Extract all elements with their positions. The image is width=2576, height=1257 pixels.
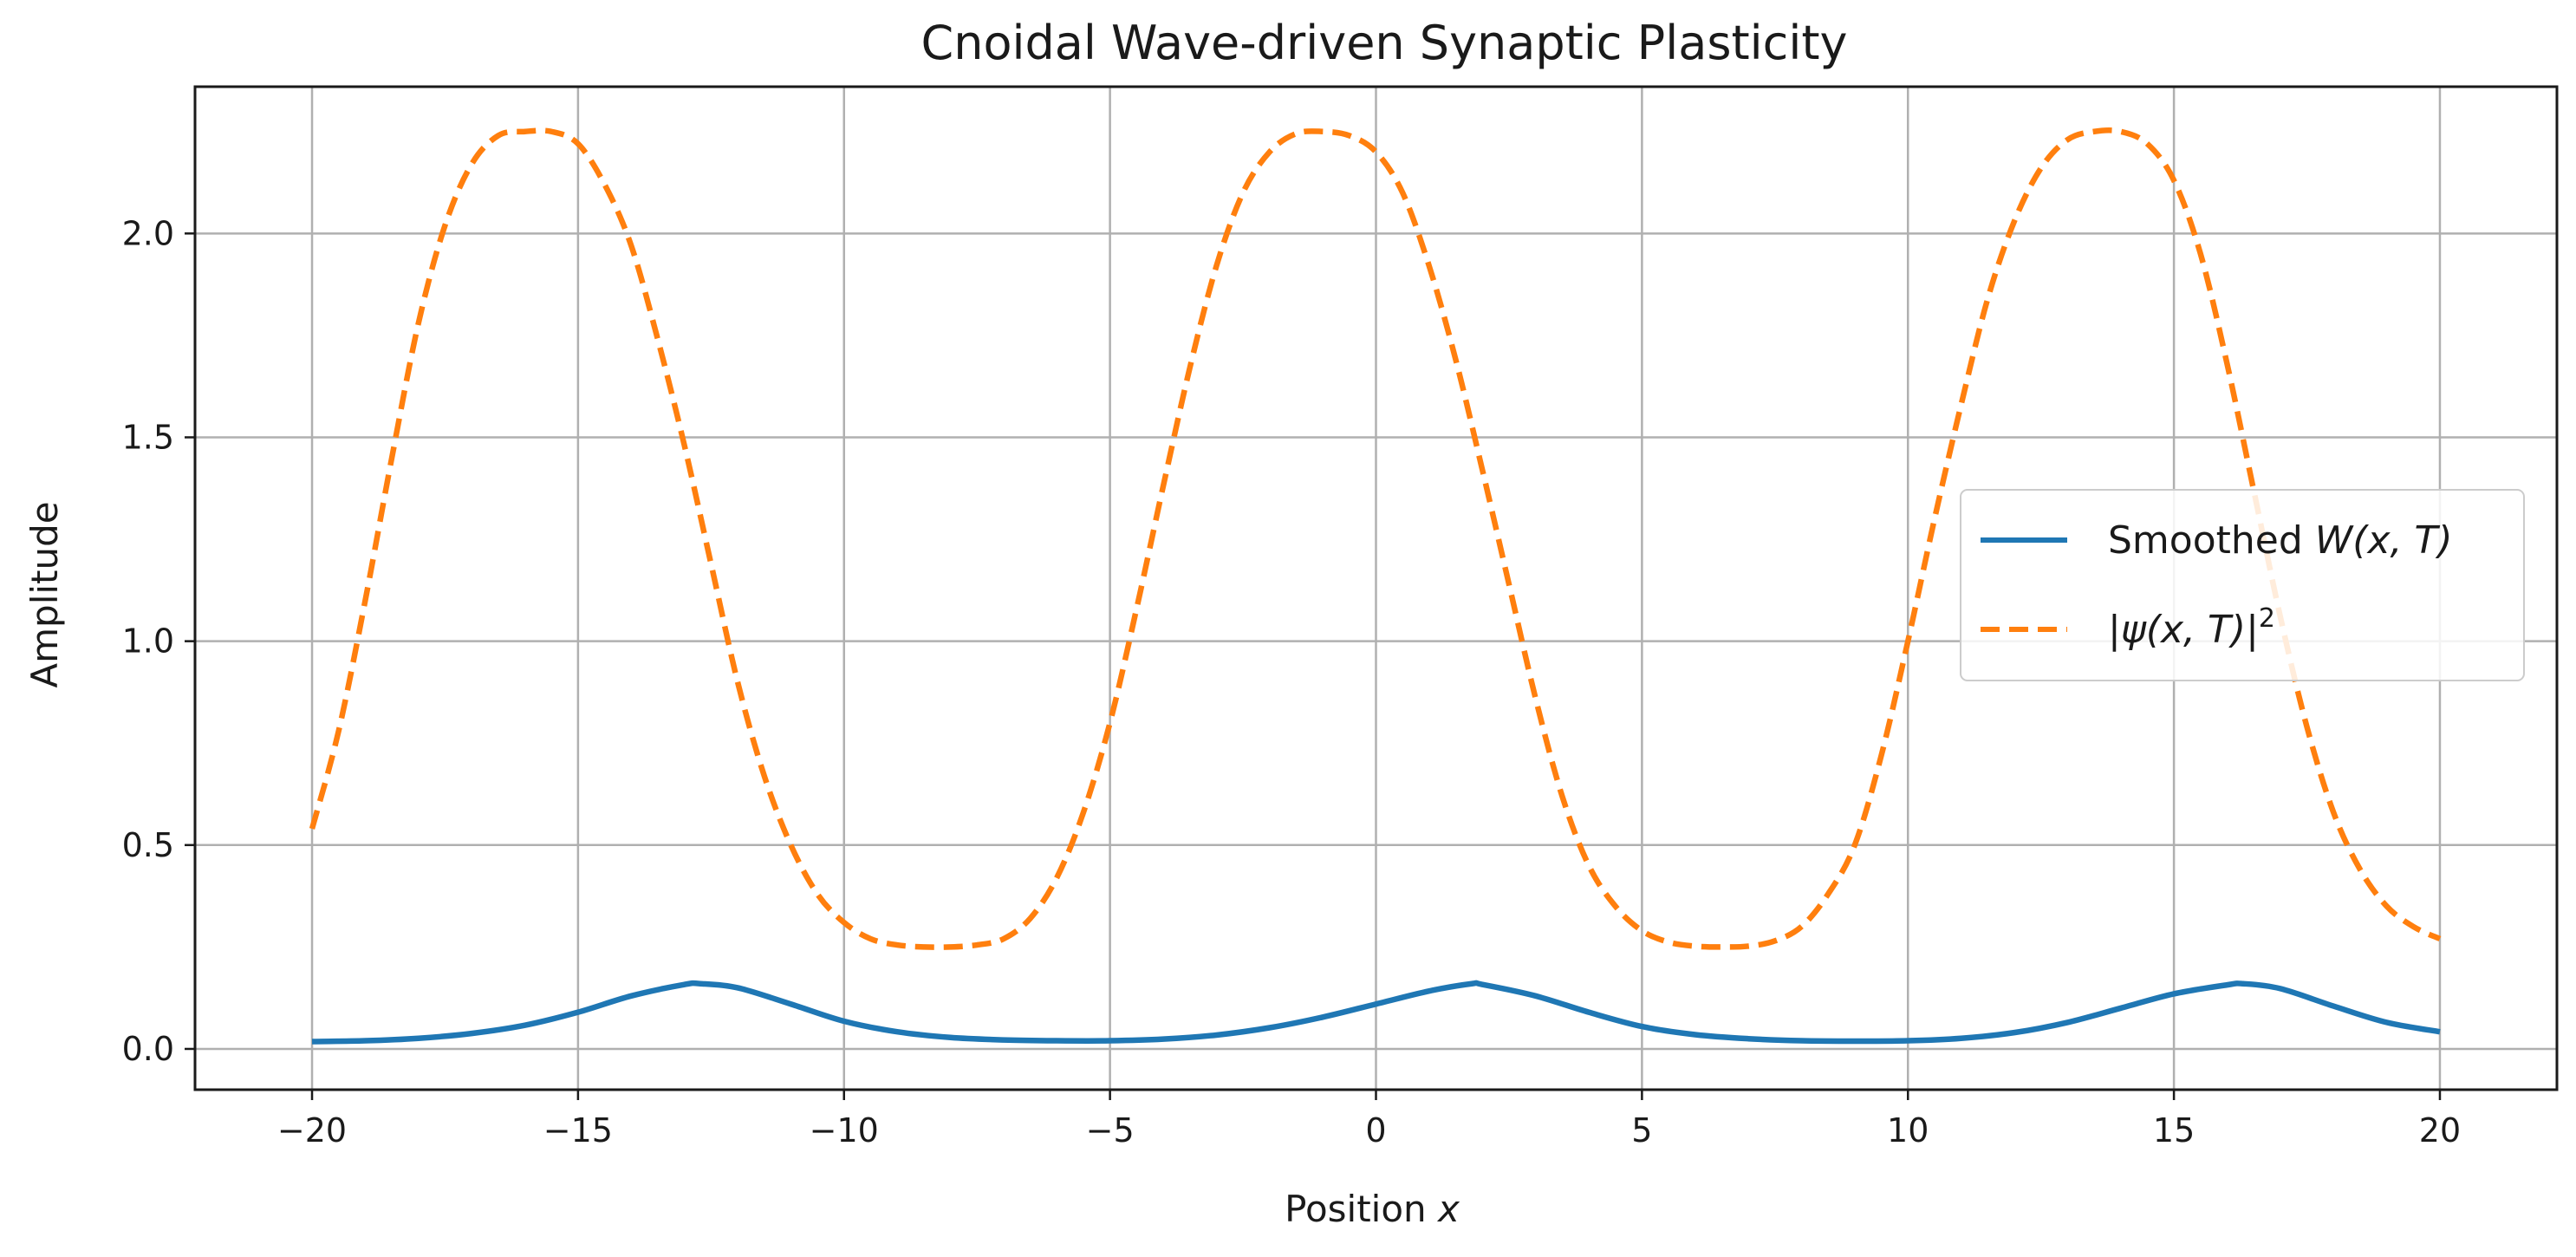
x-axis-label: Position x [1285,1188,1460,1230]
x-tick-label: 0 [1365,1111,1386,1150]
axis-ticks: −20 −15 −10 −5 0 5 10 15 20 0.0 0.5 1.0 1.5 2.0 [122,214,2462,1150]
x-tick-label: −20 [277,1111,347,1150]
x-tick-label: 5 [1631,1111,1652,1150]
y-axis-label: Amplitude [23,501,66,687]
series-line-smoothed-w [311,980,2441,1045]
x-tick-label: 10 [1887,1111,1929,1150]
legend-box [1960,489,2525,681]
x-tick-label: −5 [1086,1111,1135,1150]
y-tick-label: 0.5 [122,826,174,864]
x-tick-label: 20 [2419,1111,2461,1150]
x-tick-label: 15 [2153,1111,2195,1150]
y-tick-label: 2.0 [122,214,174,252]
x-tick-label: −10 [810,1111,879,1150]
legend-label-smoothed-w-prefix: Smoothed [2108,518,2315,563]
series-layer [309,127,2442,1045]
x-axis-label-variable: x [1436,1188,1460,1230]
y-tick-label: 1.0 [122,622,174,661]
legend-label-smoothed-w-math: W(x, T) [2315,518,2453,563]
legend-label-psi-squared: |ψ(x, T)|2 [2108,603,2275,652]
legend-label-psi-squared-sup: 2 [2259,603,2275,634]
legend-label-psi-squared-math: |ψ(x, T)| [2108,608,2259,652]
y-tick-label: 1.5 [122,418,174,456]
x-axis-label-text: Position [1285,1188,1438,1230]
y-tick-label: 0.0 [122,1030,174,1068]
x-tick-label: −15 [543,1111,613,1150]
legend-label-smoothed-w: Smoothed W(x, T) [2108,518,2453,563]
grid-lines [195,87,2557,1090]
chart-title: Cnoidal Wave-driven Synaptic Plasticity [921,16,1848,70]
legend: Smoothed W(x, T) |ψ(x, T)|2 [1960,489,2525,681]
